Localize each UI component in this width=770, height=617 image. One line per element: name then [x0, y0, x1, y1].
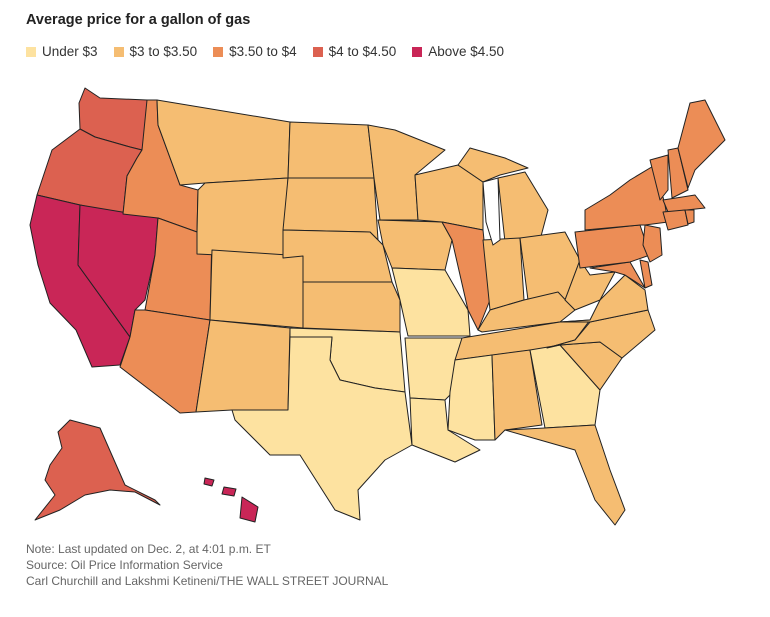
state-HI-maui	[221, 486, 237, 497]
state-NM	[195, 319, 291, 413]
state-CO	[209, 249, 304, 329]
state-MT	[156, 99, 291, 186]
note-line: Note: Last updated on Dec. 2, at 4:01 p.…	[26, 542, 271, 556]
legend-swatch	[412, 46, 423, 57]
state-NC	[546, 309, 656, 359]
legend-item: $4 to $4.50	[312, 44, 397, 59]
state-WY	[196, 177, 289, 259]
lake-michigan	[482, 177, 501, 246]
legend-item: $3 to $3.50	[113, 44, 198, 59]
legend-swatch	[113, 46, 124, 57]
state-AZ	[119, 309, 211, 414]
state-MA	[662, 194, 706, 213]
legend-item: Above $4.50	[412, 44, 504, 59]
legend-item: Under $3	[26, 44, 98, 59]
legend-swatch	[213, 46, 224, 57]
credit-line: Carl Churchill and Lakshmi Ketineni/THE …	[26, 574, 389, 588]
state-LA	[409, 397, 481, 463]
us-choropleth-map	[29, 87, 726, 526]
state-FL	[504, 424, 626, 526]
state-MI	[497, 171, 549, 243]
state-HI	[239, 496, 259, 523]
legend-item: $3.50 to $4	[213, 44, 297, 59]
state-RI	[684, 209, 695, 225]
legend-label: $3.50 to $4	[229, 44, 297, 59]
state-TX	[231, 336, 413, 521]
state-IA	[377, 219, 453, 271]
state-VA	[559, 274, 649, 323]
legend-label: $4 to $4.50	[328, 44, 397, 59]
state-MO	[391, 267, 471, 337]
legend-label: Under $3	[42, 44, 98, 59]
state-NJ	[642, 224, 663, 263]
state-AL	[491, 349, 543, 441]
state-IN	[482, 237, 525, 311]
state-ND	[287, 121, 375, 179]
state-HI-oahu	[203, 477, 215, 487]
legend-swatch	[312, 46, 323, 57]
chart-notes: Note: Last updated on Dec. 2, at 4:01 p.…	[26, 541, 388, 589]
state-NH	[667, 147, 689, 199]
legend-label: $3 to $3.50	[129, 44, 198, 59]
chart-title: Average price for a gallon of gas	[26, 12, 251, 28]
legend-label: Above $4.50	[428, 44, 505, 59]
state-ME	[677, 99, 726, 189]
state-DE	[639, 259, 653, 289]
state-VT	[649, 154, 669, 201]
state-PA	[574, 224, 651, 269]
legend-swatch	[26, 46, 36, 57]
legend: Under $3 $3 to $3.50 $3.50 to $4 $4 to $…	[26, 44, 520, 59]
source-line: Source: Oil Price Information Service	[26, 558, 223, 572]
state-CT	[662, 209, 689, 231]
state-KS	[302, 281, 401, 333]
state-AK	[34, 419, 161, 521]
state-MS	[447, 354, 496, 441]
